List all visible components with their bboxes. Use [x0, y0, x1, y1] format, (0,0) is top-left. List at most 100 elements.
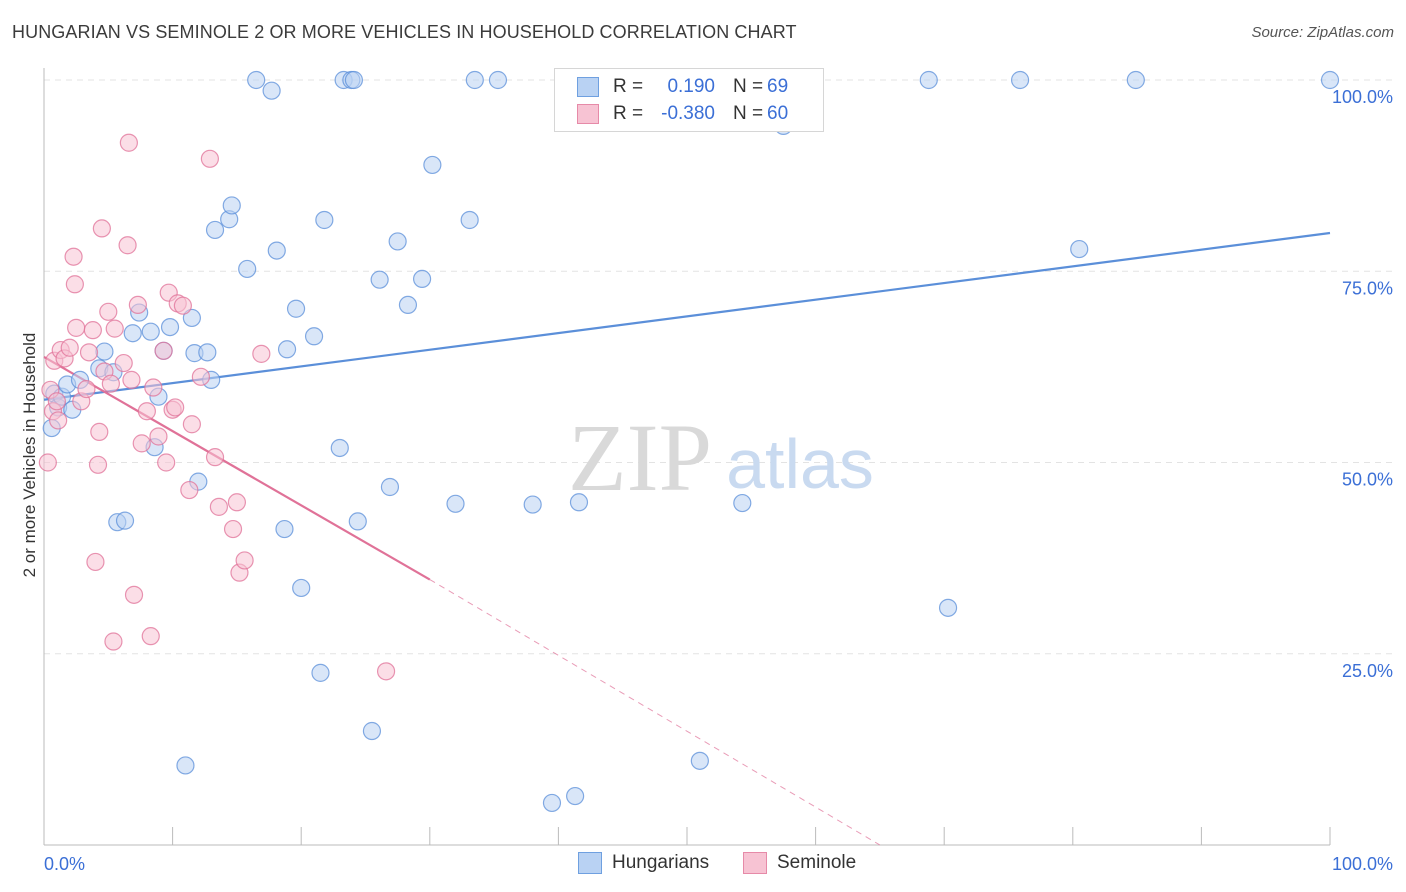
point-hungarians	[1126, 70, 1145, 90]
y-tick-label: 50.0%	[1342, 470, 1393, 490]
point-seminole	[119, 133, 138, 152]
legend-label-hungarians: Hungarians	[612, 852, 710, 873]
point-hungarians	[1320, 70, 1340, 90]
point-seminole	[60, 338, 79, 357]
point-hungarians	[344, 70, 364, 90]
legend-swatch-hungarians	[578, 852, 602, 874]
legend-r-value: 0.190	[667, 76, 715, 97]
y-tick-label: 100.0%	[1332, 87, 1393, 107]
point-seminole	[86, 552, 105, 572]
point-hungarians	[123, 324, 142, 343]
point-seminole	[137, 402, 156, 421]
legend-r-label: R =	[613, 103, 644, 124]
point-hungarians	[938, 598, 958, 617]
point-seminole	[47, 392, 66, 411]
watermark-zip: ZIP	[568, 404, 712, 511]
point-hungarians	[348, 512, 367, 531]
point-seminole	[141, 627, 160, 646]
watermark-atlas: atlas	[726, 425, 874, 503]
point-seminole	[122, 370, 141, 389]
point-hungarians	[275, 519, 294, 539]
point-hungarians	[262, 81, 281, 100]
point-hungarians	[330, 438, 349, 458]
legend-r-value: -0.380	[661, 103, 715, 124]
point-hungarians	[380, 477, 400, 497]
point-hungarians	[465, 70, 484, 90]
point-seminole	[104, 632, 123, 651]
point-hungarians	[311, 663, 330, 682]
point-seminole	[83, 321, 102, 340]
point-seminole	[79, 343, 99, 362]
point-hungarians	[1010, 70, 1030, 90]
point-hungarians	[919, 70, 938, 90]
point-hungarians	[182, 308, 201, 328]
point-hungarians	[292, 578, 311, 598]
legend-item-seminole: Seminole	[743, 852, 856, 874]
point-hungarians	[370, 270, 389, 289]
point-seminole	[90, 422, 109, 441]
point-seminole	[92, 219, 111, 238]
point-hungarians	[566, 786, 585, 806]
y-tick-label: 75.0%	[1342, 278, 1393, 298]
legend-r-label: R =	[613, 76, 644, 97]
point-hungarians	[205, 220, 225, 240]
point-seminole	[64, 247, 83, 266]
legend-item-hungarians: Hungarians	[578, 852, 709, 874]
point-seminole	[114, 353, 133, 373]
point-seminole	[101, 374, 120, 393]
point-seminole	[149, 427, 168, 446]
legend-n-label: N =	[733, 76, 764, 97]
correlation-legend: R = 0.190 N = 69 R = -0.380 N = 60	[554, 68, 824, 132]
point-seminole	[227, 493, 246, 512]
point-hungarians	[388, 232, 407, 251]
point-hungarians	[362, 721, 382, 741]
legend-swatch-hungarians	[577, 77, 599, 97]
point-hungarians	[1070, 239, 1089, 259]
legend-label-seminole: Seminole	[777, 852, 857, 873]
trend-lines	[43, 231, 1331, 846]
point-seminole	[154, 341, 173, 360]
point-seminole	[200, 149, 219, 168]
point-seminole	[205, 448, 225, 467]
point-hungarians	[160, 317, 180, 337]
point-seminole	[38, 453, 57, 472]
point-seminole	[88, 455, 108, 474]
point-seminole	[99, 302, 118, 321]
point-seminole	[173, 296, 192, 315]
point-seminole	[157, 453, 176, 472]
point-seminole	[105, 319, 124, 338]
point-hungarians	[115, 511, 135, 530]
point-hungarians	[523, 495, 542, 514]
point-seminole	[67, 318, 86, 337]
legend-swatch-seminole	[743, 852, 767, 874]
point-hungarians	[412, 269, 432, 288]
legend-n-label: N =	[733, 103, 764, 124]
point-seminole	[128, 295, 147, 315]
point-hungarians	[176, 756, 195, 775]
point-seminole	[77, 379, 96, 399]
point-seminole	[376, 662, 396, 681]
point-hungarians	[95, 342, 114, 361]
x-tick-label: 100.0%	[1332, 854, 1393, 874]
point-seminole	[49, 411, 68, 430]
point-hungarians	[446, 494, 465, 513]
point-hungarians	[277, 340, 297, 359]
point-seminole	[166, 398, 185, 417]
point-hungarians	[569, 493, 589, 512]
point-seminole	[182, 415, 201, 434]
y-tick-label: 25.0%	[1342, 661, 1393, 681]
point-hungarians	[238, 259, 257, 279]
point-hungarians	[304, 327, 324, 346]
point-seminole	[132, 434, 151, 453]
point-seminole	[191, 367, 210, 386]
point-seminole	[124, 585, 144, 604]
point-hungarians	[267, 241, 286, 260]
point-hungarians	[247, 70, 266, 90]
point-seminole	[209, 497, 228, 516]
data-points	[38, 70, 1340, 813]
trend-line-seminole	[43, 355, 431, 581]
point-seminole	[235, 551, 254, 570]
y-axis-label: 2 or more Vehicles in Household	[20, 332, 39, 578]
tick-labels: 100.0% 75.0% 50.0% 25.0% 0.0% 100.0%	[44, 87, 1393, 874]
